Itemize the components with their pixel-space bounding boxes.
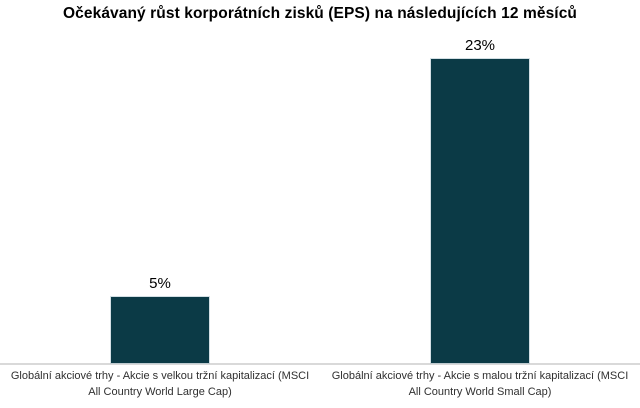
bar-value-label: 5% [149,275,171,292]
category-label-line: All Country World Small Cap) [408,386,552,398]
bar-slot: 5% [0,0,320,363]
chart-title: Očekávaný růst korporátních zisků (EPS) … [63,5,577,22]
bar-slot: 23% [320,0,640,363]
category-label: Globální akciové trhy - Akcie s velkou t… [0,368,320,400]
category-label-line: Globální akciové trhy - Akcie s malou tr… [331,370,629,382]
category-label: Globální akciové trhy - Akcie s malou tr… [320,368,640,400]
category-label-line: Globální akciové trhy - Akcie s velkou t… [10,370,310,382]
plot-area: 5% 23% [0,0,640,365]
category-axis: Globální akciové trhy - Akcie s velkou t… [0,368,640,400]
bar [431,59,529,363]
bar-value-label: 23% [464,37,496,54]
bar [111,297,209,363]
category-label-line: All Country World Large Cap) [88,386,232,398]
